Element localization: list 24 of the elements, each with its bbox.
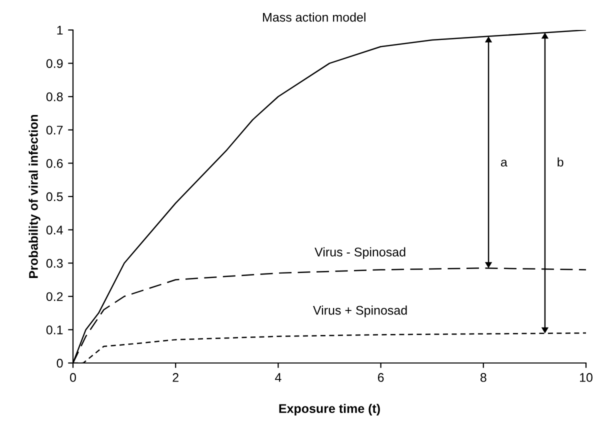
x-tick-label: 6 bbox=[378, 373, 384, 382]
text: Mass action model bbox=[263, 12, 366, 22]
y-tick-label: 0 bbox=[56, 358, 63, 368]
y-tick-label: 0.9 bbox=[46, 59, 63, 68]
y-tick-label: 0.2 bbox=[46, 292, 63, 302]
y-tick-label: 0.3 bbox=[46, 258, 63, 268]
series-label: Virus + Spinosad bbox=[313, 306, 407, 318]
y-axis-title: Probability of viral infection bbox=[28, 114, 40, 278]
annotation: a bbox=[500, 160, 508, 167]
y-tick-label: 0.8 bbox=[46, 92, 63, 102]
y-tick-label: 0.4 bbox=[46, 226, 63, 234]
y-tick-label: 1 bbox=[57, 26, 63, 35]
annotation: b bbox=[558, 157, 564, 167]
x-tick-label: 0 bbox=[70, 373, 76, 382]
x-tick-label: 2 bbox=[172, 373, 178, 382]
y-tick-label: 0.7 bbox=[46, 126, 63, 135]
x-tick-label: 8 bbox=[480, 373, 486, 382]
x-tick-label: 4 bbox=[275, 373, 282, 382]
y-tick-label: 0.1 bbox=[46, 326, 63, 334]
x-axis-title: Exposure time (t) bbox=[279, 404, 380, 416]
y-tick-label: 0.6 bbox=[46, 159, 63, 168]
y-tick-label: 0.5 bbox=[46, 192, 63, 202]
series-label: Virus - Spinosad bbox=[314, 247, 406, 259]
x-tick-label: 10 bbox=[580, 373, 592, 382]
